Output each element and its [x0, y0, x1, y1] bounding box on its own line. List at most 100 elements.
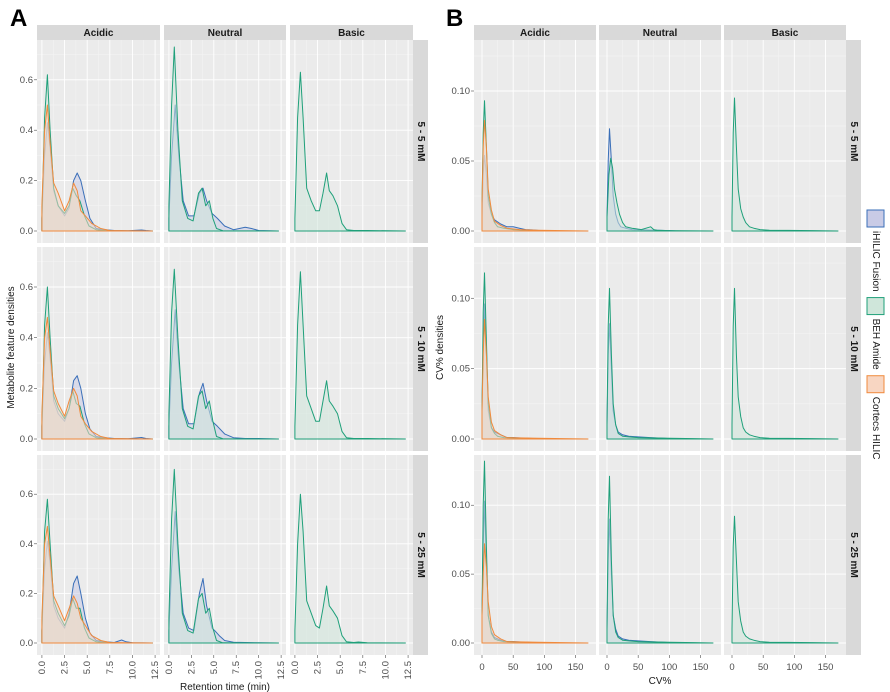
y-tick-label: 0.10	[452, 86, 471, 97]
facet-background	[724, 455, 846, 655]
facet-background	[599, 455, 721, 655]
y-tick-label: 0.6	[20, 75, 33, 86]
facet-background	[599, 247, 721, 451]
row-strip-label: 5 - 5 mM	[848, 121, 859, 161]
column-strip-label: Acidic	[520, 28, 550, 39]
row-strip-5-25-mm	[413, 455, 428, 655]
density-area-beh-amide	[168, 268, 279, 440]
legend-item-beh-amide: BEH Amide	[866, 297, 885, 371]
x-tick-label: 10.0	[254, 661, 265, 680]
row-strip-5-10-mm	[413, 247, 428, 451]
x-tick-label: 12.5	[276, 661, 287, 680]
density-area-beh-amide	[294, 71, 406, 232]
facet-background	[724, 247, 846, 451]
density-area-cortecs-hilic	[41, 316, 153, 440]
x-tick-label: 7.5	[231, 661, 242, 674]
facet-5-10-mm-neutral	[599, 247, 721, 451]
x-tick-label: 0	[604, 662, 609, 673]
y-tick-label: 0.0	[20, 226, 33, 237]
facet-5-10-mm-acidic	[474, 247, 596, 451]
density-area-cortecs-hilic	[481, 119, 589, 232]
y-axis-title: Metabolite feature densities	[6, 286, 17, 408]
facet-background	[474, 455, 596, 655]
y-tick-label: 0.0	[20, 638, 33, 649]
row-strip-5-10-mm	[846, 247, 861, 451]
facet-5-10-mm-basic	[290, 247, 413, 451]
x-tick-label: 2.5	[313, 661, 324, 674]
column-strip-label: Neutral	[208, 28, 243, 39]
column-strip-basic	[290, 25, 413, 40]
y-tick-label: 0.6	[20, 282, 33, 293]
x-axis-title: Retention time (min)	[180, 682, 270, 692]
legend-item-cortecs-hilic: Cortecs HILIC	[866, 375, 885, 460]
row-strip-5-5-mm	[846, 40, 861, 243]
y-tick-label: 0.0	[20, 434, 33, 445]
legend-key-ihilic-fusion	[866, 209, 885, 228]
y-tick-label: 0.4	[20, 125, 33, 136]
x-tick-label: 150	[818, 662, 834, 673]
x-tick-label: 100	[786, 662, 802, 673]
column-strip-acidic	[474, 25, 596, 40]
density-area-beh-amide	[294, 271, 406, 440]
y-tick-label: 0.00	[452, 226, 471, 237]
legend: iHILIC Fusion BEH Amide Cortecs HILIC	[866, 209, 885, 460]
x-tick-label: 50	[633, 662, 644, 673]
x-tick-label: 50	[508, 662, 519, 673]
density-area-beh-amide	[731, 97, 839, 232]
column-strip-basic	[724, 25, 846, 40]
facet-5-5-mm-acidic	[474, 40, 596, 243]
facet-5-25-mm-basic: 0 50 100 150	[724, 455, 846, 673]
y-tick-label: 0.2	[20, 588, 33, 599]
x-tick-label: 12.5	[150, 661, 161, 680]
x-tick-label: 7.5	[105, 661, 116, 674]
x-axis-title: CV%	[649, 676, 672, 687]
row-strip-5-5-mm	[413, 40, 428, 243]
facet-5-5-mm-basic	[290, 40, 413, 243]
facet-background	[474, 247, 596, 451]
y-tick-label: 0.05	[452, 364, 471, 375]
density-area-cortecs-hilic	[41, 525, 153, 644]
facet-5-5-mm-neutral	[164, 40, 286, 243]
x-tick-label: 0	[479, 662, 484, 673]
chart-panel-a: A Acidic Neutral Basic 5 - 5 mM 5 - 10 mM 5 - …	[6, 5, 428, 692]
row-strip-label: 5 - 10 mM	[848, 326, 859, 372]
x-tick-label: 12.5	[403, 661, 414, 680]
y-tick-label: 0.4	[20, 333, 33, 344]
facet-5-25-mm-neutral: 0 50 100 150	[599, 455, 721, 673]
x-tick-label: 10.0	[127, 661, 138, 680]
x-tick-label: 100	[661, 662, 677, 673]
x-tick-label: 10.0	[380, 661, 391, 680]
density-area-beh-amide	[168, 46, 279, 232]
panel-label: B	[446, 5, 463, 32]
x-tick-label: 0	[729, 662, 734, 673]
y-axis-title: CV% densities	[435, 315, 446, 380]
column-strip-label: Neutral	[643, 28, 678, 39]
x-tick-label: 7.5	[358, 661, 369, 674]
density-area-cortecs-hilic	[41, 104, 153, 232]
x-tick-label: 0.0	[290, 661, 301, 674]
x-tick-label: 0.0	[164, 661, 175, 674]
density-area-cortecs-hilic	[481, 318, 589, 440]
density-area-beh-amide	[731, 287, 839, 440]
density-area-beh-amide	[606, 157, 714, 232]
facet-5-25-mm-basic: 0.0 2.5 5.0 7.5 10.0 12.5	[290, 455, 414, 680]
x-tick-label: 2.5	[186, 661, 197, 674]
facet-5-10-mm-neutral	[164, 247, 286, 451]
legend-key-beh-amide	[866, 297, 885, 316]
y-tick-label: 0.4	[20, 539, 33, 550]
x-tick-label: 2.5	[60, 661, 71, 674]
y-tick-label: 0.10	[452, 293, 471, 304]
column-strip-label: Basic	[772, 28, 799, 39]
legend-key-cortecs-hilic	[866, 375, 885, 394]
facet-5-25-mm-neutral: 0.0 2.5 5.0 7.5 10.0 12.5	[164, 455, 287, 680]
facet-5-5-mm-acidic	[37, 40, 160, 243]
column-strip-neutral	[164, 25, 286, 40]
facet-5-5-mm-neutral	[599, 40, 721, 243]
facet-5-5-mm-basic	[724, 40, 846, 243]
density-area-beh-amide	[731, 515, 839, 644]
legend-label: BEH Amide	[870, 319, 881, 371]
column-strip-acidic	[37, 25, 160, 40]
density-area-beh-amide	[168, 468, 279, 644]
row-strip-label: 5 - 10 mM	[415, 326, 426, 372]
